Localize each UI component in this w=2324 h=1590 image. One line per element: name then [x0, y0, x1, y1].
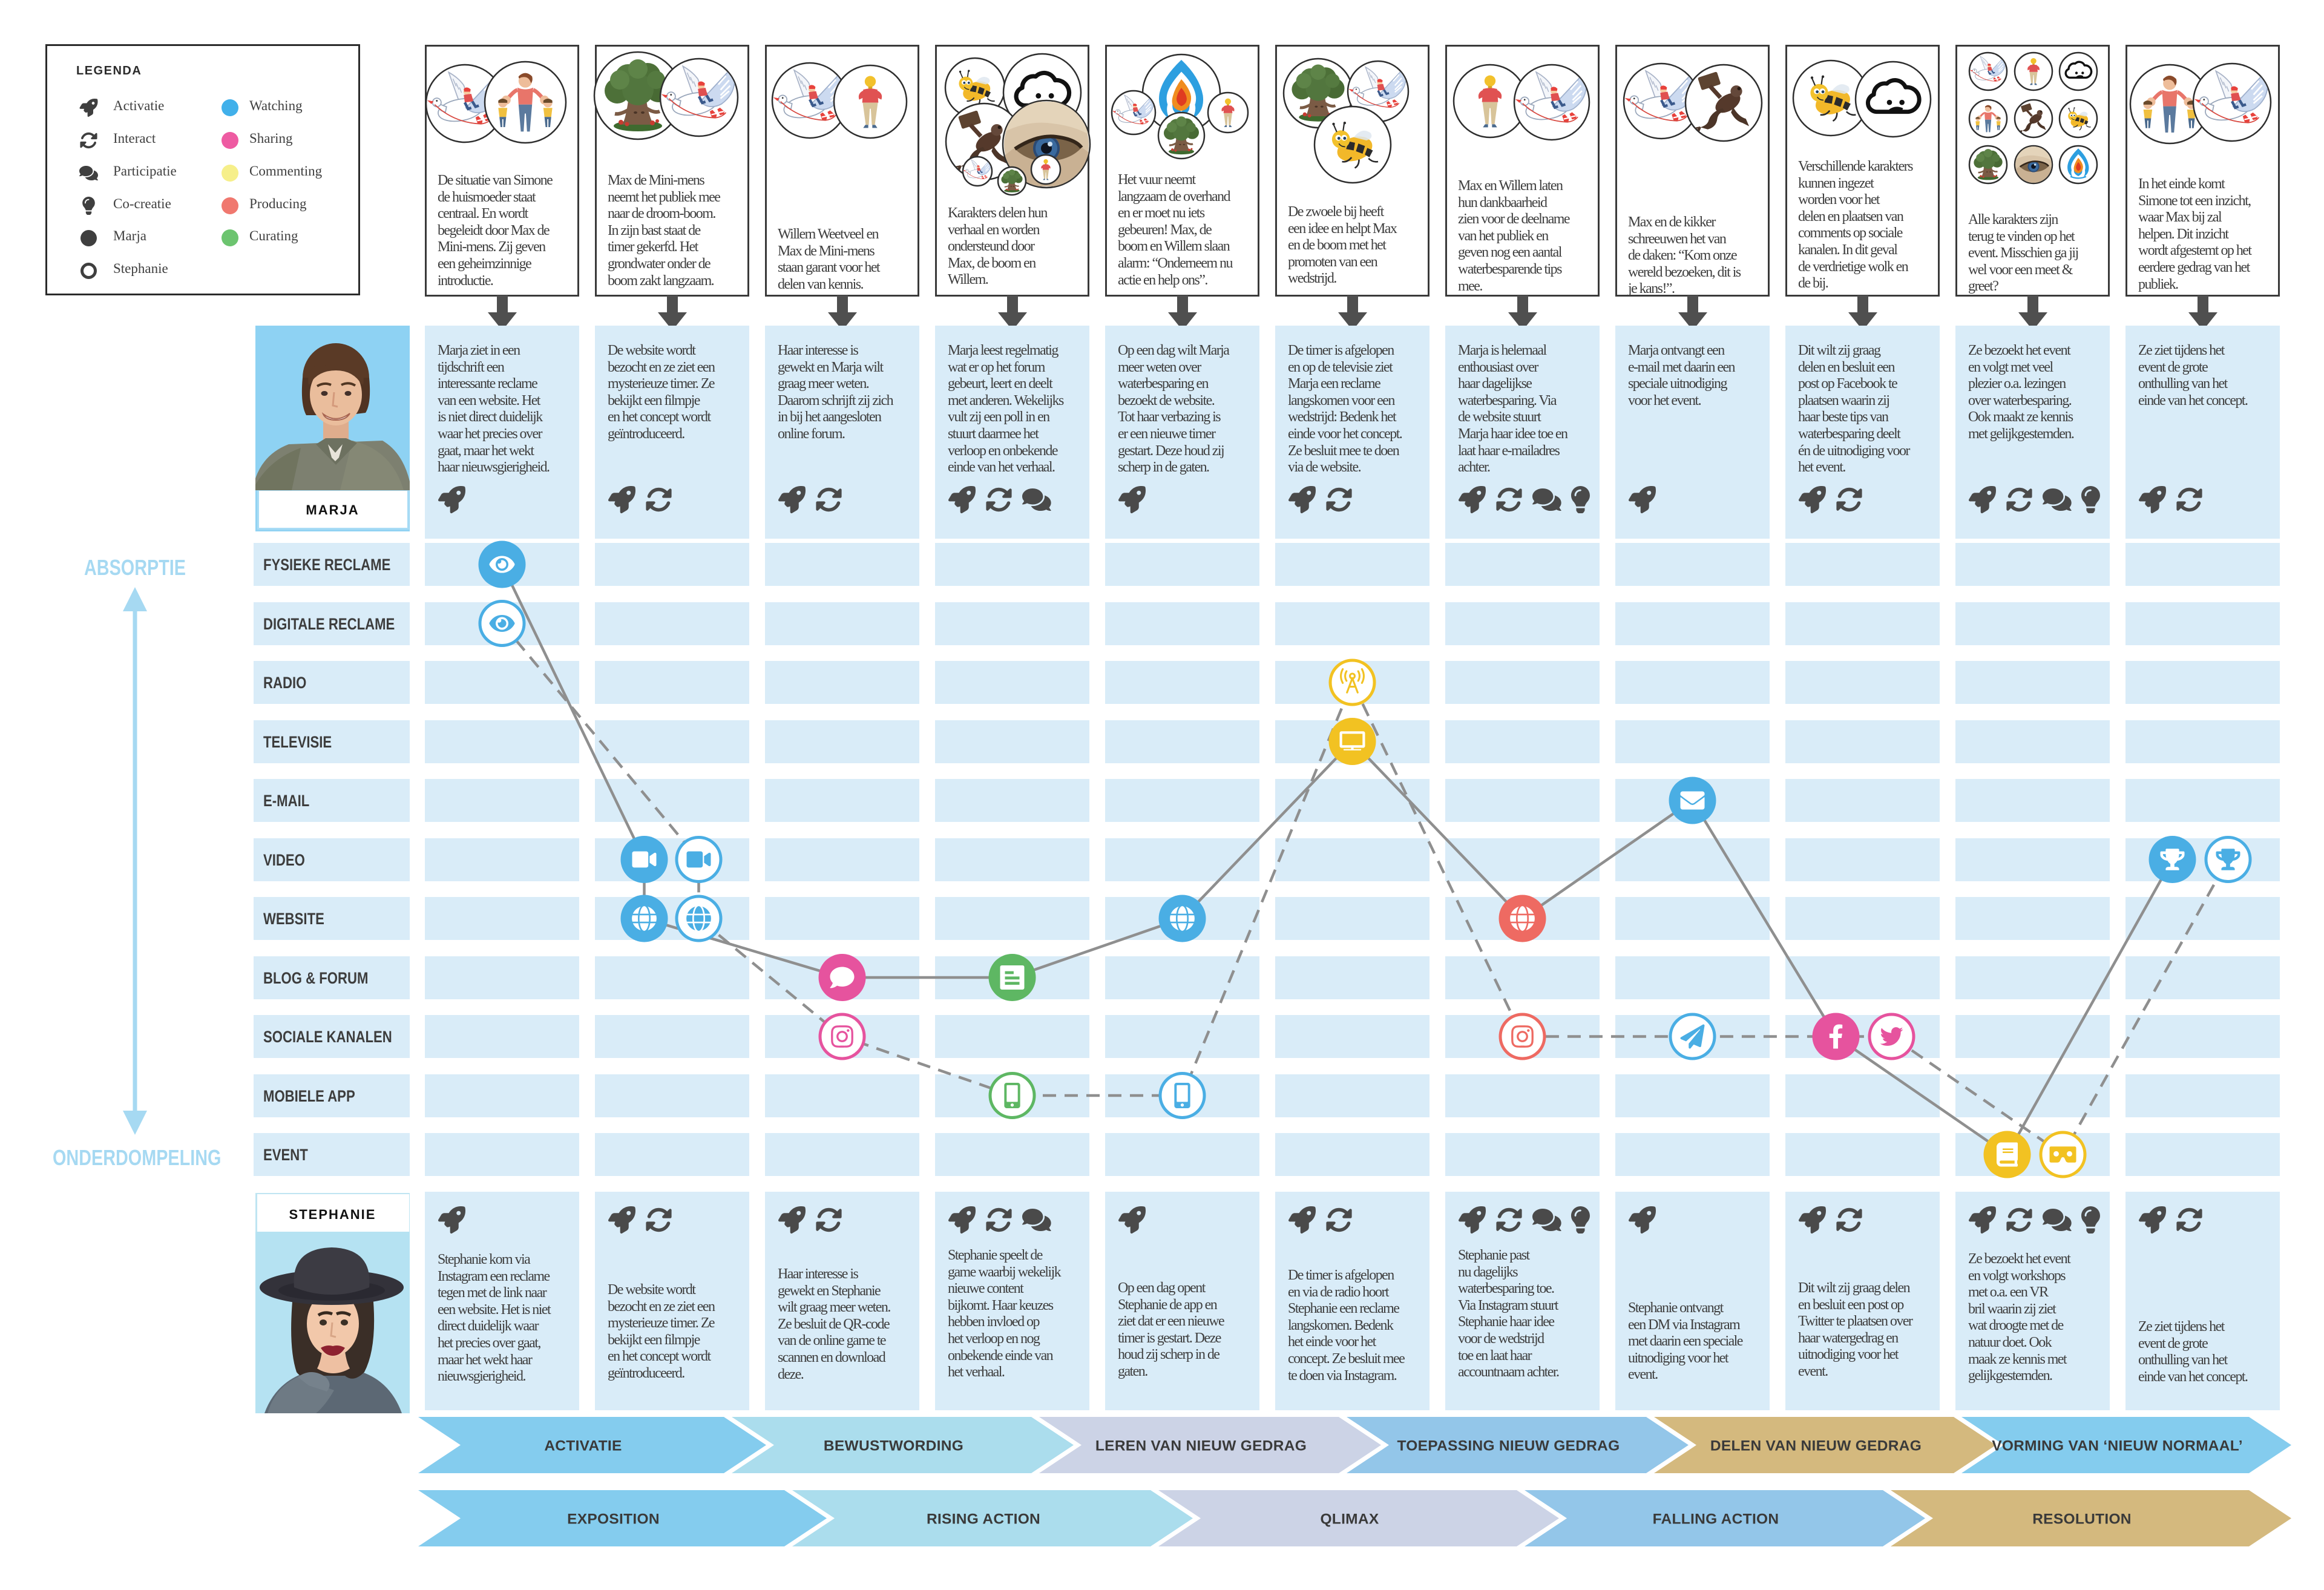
svg-text:EXPOSITION: EXPOSITION	[567, 1511, 660, 1528]
svg-text:TOEPASSING NIEUW GEDRAG: TOEPASSING NIEUW GEDRAG	[1397, 1438, 1620, 1454]
svg-text:LEREN VAN NIEUW GEDRAG: LEREN VAN NIEUW GEDRAG	[1095, 1438, 1307, 1454]
svg-text:QLIMAX: QLIMAX	[1320, 1511, 1379, 1528]
svg-text:ACTIVATIE: ACTIVATIE	[544, 1438, 622, 1454]
svg-text:RISING ACTION: RISING ACTION	[927, 1511, 1040, 1528]
svg-text:DELEN VAN NIEUW GEDRAG: DELEN VAN NIEUW GEDRAG	[1710, 1438, 1922, 1454]
svg-text:RESOLUTION: RESOLUTION	[2032, 1511, 2132, 1528]
svg-text:VORMING VAN ‘NIEUW NORMAAL’: VORMING VAN ‘NIEUW NORMAAL’	[1992, 1438, 2243, 1454]
svg-text:FALLING ACTION: FALLING ACTION	[1653, 1511, 1779, 1528]
svg-text:BEWUSTWORDING: BEWUSTWORDING	[824, 1438, 963, 1454]
